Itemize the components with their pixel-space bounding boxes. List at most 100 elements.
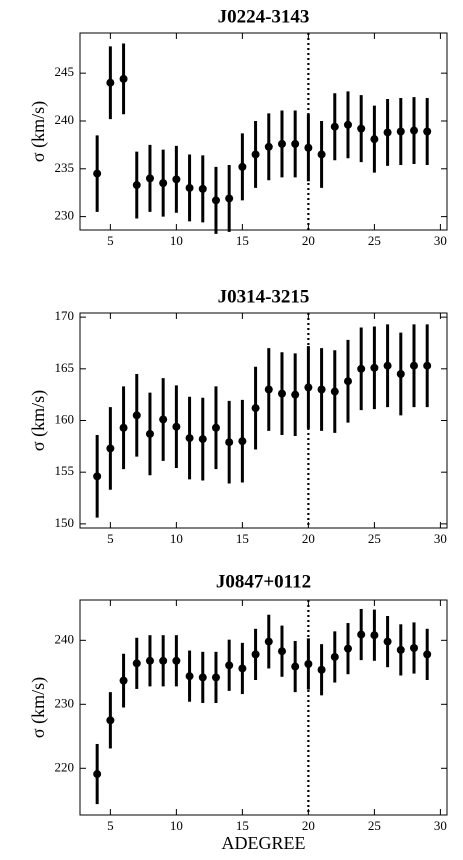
point (291, 662, 300, 671)
point (291, 390, 300, 399)
x-tick-label: 10 (170, 818, 183, 833)
point (225, 194, 234, 203)
point (159, 656, 168, 665)
y-tick-label: 155 (55, 463, 75, 478)
point (357, 364, 366, 373)
x-tick-label: 5 (107, 818, 114, 833)
point (304, 143, 313, 152)
point (185, 434, 194, 443)
point (277, 389, 286, 398)
x-tick-label: 25 (368, 531, 381, 546)
y-tick-label: 235 (55, 160, 75, 175)
point (132, 181, 141, 190)
point (423, 650, 432, 659)
y-tick-label: 165 (55, 360, 75, 375)
y-tick-label: 240 (55, 631, 75, 646)
point (317, 385, 326, 394)
point (119, 74, 128, 83)
point (198, 184, 207, 193)
point (330, 387, 339, 396)
point (198, 435, 207, 444)
y-tick-label: 150 (55, 515, 75, 530)
x-tick-label: 20 (302, 233, 315, 248)
point (132, 411, 141, 420)
y-tick-label: 230 (55, 695, 75, 710)
point (409, 361, 418, 370)
x-tick-label: 30 (434, 818, 447, 833)
point (396, 369, 405, 378)
point (330, 122, 339, 131)
point (145, 174, 154, 183)
point (383, 361, 392, 370)
point (211, 673, 220, 682)
y-tick-label: 160 (55, 411, 75, 426)
point (343, 377, 352, 386)
x-tick-label: 15 (236, 531, 249, 546)
point (93, 472, 102, 481)
point (396, 645, 405, 654)
point (172, 422, 181, 431)
point (119, 676, 128, 685)
point (304, 659, 313, 668)
x-tick-label: 25 (368, 818, 381, 833)
plot-frame (79, 312, 448, 529)
point (93, 169, 102, 178)
y-tick-label: 240 (55, 112, 75, 127)
x-tick-label: 30 (434, 531, 447, 546)
point (106, 716, 115, 725)
point (225, 438, 234, 447)
point (291, 139, 300, 148)
point (264, 637, 273, 646)
plot-frame (79, 32, 448, 231)
x-tick-label: 25 (368, 233, 381, 248)
x-tick-label: 10 (170, 233, 183, 248)
point (198, 673, 207, 682)
point (238, 664, 247, 673)
plot-frame (79, 599, 448, 816)
y-axis-label: σ (km/s) (28, 390, 49, 451)
point (383, 637, 392, 646)
point (423, 127, 432, 136)
point (383, 128, 392, 137)
point (343, 120, 352, 129)
point (159, 179, 168, 188)
y-tick-label: 220 (55, 759, 75, 774)
x-axis-label: ADEGREE (222, 833, 306, 853)
y-axis-label: σ (km/s) (28, 677, 49, 738)
point (370, 363, 379, 372)
point (93, 770, 102, 779)
point (370, 631, 379, 640)
point (251, 404, 260, 413)
y-tick-label: 170 (55, 308, 75, 323)
point (357, 630, 366, 639)
point (264, 142, 273, 151)
point (396, 127, 405, 136)
x-tick-label: 30 (434, 233, 447, 248)
point (238, 437, 247, 446)
point (317, 665, 326, 674)
point (330, 652, 339, 661)
x-tick-label: 15 (236, 818, 249, 833)
point (264, 385, 273, 394)
y-axis-label: σ (km/s) (28, 101, 49, 162)
point (172, 656, 181, 665)
point (145, 429, 154, 438)
x-tick-label: 20 (302, 531, 315, 546)
point (132, 659, 141, 668)
point (211, 423, 220, 432)
point (423, 361, 432, 370)
point (225, 661, 234, 670)
x-tick-label: 15 (236, 233, 249, 248)
x-tick-label: 10 (170, 531, 183, 546)
panel-title: J0224-3143 (218, 6, 310, 27)
point (304, 383, 313, 392)
point (106, 444, 115, 453)
point (238, 162, 247, 171)
point (172, 175, 181, 184)
x-tick-label: 20 (302, 818, 315, 833)
point (211, 196, 220, 205)
point (106, 78, 115, 87)
point (185, 672, 194, 681)
panel-title: J0314-3215 (218, 286, 310, 307)
